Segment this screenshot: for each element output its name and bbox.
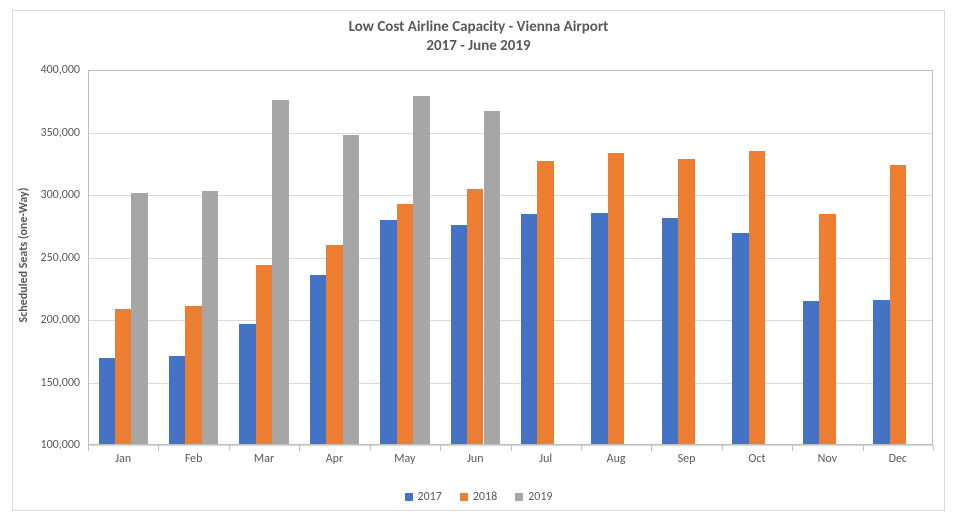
x-tick-mark (511, 445, 512, 451)
x-tick-label: Mar (254, 452, 274, 466)
x-tick-mark (792, 445, 793, 451)
y-axis-title: Scheduled Seats (one-Way) (17, 175, 31, 335)
bar-2019 (272, 100, 288, 445)
legend-swatch (515, 493, 523, 501)
bar-2018 (819, 214, 835, 445)
x-tick-label: Aug (607, 452, 626, 466)
y-tick-label: 400,000 (20, 63, 80, 77)
bar-2017 (521, 214, 537, 445)
bar-2018 (326, 245, 342, 445)
x-tick-mark (229, 445, 230, 451)
bar-2017 (591, 213, 607, 446)
bar-2019 (202, 191, 218, 445)
legend-label: 2017 (418, 490, 442, 504)
bar-2018 (608, 153, 624, 446)
bar-2019 (131, 193, 147, 446)
bar-2017 (451, 225, 467, 445)
bar-2018 (256, 265, 272, 445)
bar-2019 (484, 111, 500, 445)
x-tick-label: Jan (115, 452, 131, 466)
legend: 2017 2018 2019 (0, 490, 957, 504)
bar-2017 (873, 300, 889, 445)
y-tick-label: 350,000 (20, 126, 80, 140)
x-tick-label: May (394, 452, 415, 466)
bar-2018 (115, 309, 131, 445)
y-tick-label: 100,000 (20, 438, 80, 452)
bar-2017 (732, 233, 748, 446)
x-tick-mark (651, 445, 652, 451)
x-tick-mark (88, 445, 89, 451)
bar-2017 (380, 220, 396, 445)
legend-item: 2018 (460, 490, 497, 504)
bar-2018 (749, 151, 765, 445)
x-tick-mark (440, 445, 441, 451)
x-tick-label: Jun (467, 452, 483, 466)
x-tick-mark (722, 445, 723, 451)
bar-2019 (413, 96, 429, 445)
chart-title-line1: Low Cost Airline Capacity - Vienna Airpo… (0, 18, 957, 37)
chart-title-line2: 2017 - June 2019 (0, 37, 957, 56)
x-tick-label: Sep (678, 452, 696, 466)
bar-2019 (343, 135, 359, 445)
bar-2017 (662, 218, 678, 446)
x-tick-label: Apr (326, 452, 343, 466)
bar-2018 (185, 306, 201, 445)
bar-2017 (99, 358, 115, 446)
legend-swatch (460, 493, 468, 501)
bar-2017 (803, 301, 819, 445)
x-tick-mark (158, 445, 159, 451)
bar-2018 (537, 161, 553, 445)
x-tick-label: Dec (889, 452, 907, 466)
bar-2018 (678, 159, 694, 445)
bar-2018 (397, 204, 413, 445)
legend-item: 2017 (405, 490, 442, 504)
legend-label: 2018 (473, 490, 497, 504)
bars-layer (88, 70, 933, 445)
bar-2018 (890, 165, 906, 445)
legend-swatch (405, 493, 413, 501)
bar-2018 (467, 189, 483, 445)
bar-2017 (169, 356, 185, 445)
y-tick-label: 150,000 (20, 376, 80, 390)
x-tick-label: Oct (748, 452, 765, 466)
x-tick-mark (863, 445, 864, 451)
x-tick-label: Feb (185, 452, 203, 466)
legend-item: 2019 (515, 490, 552, 504)
chart-title: Low Cost Airline Capacity - Vienna Airpo… (0, 18, 957, 56)
x-tick-label: Jul (539, 452, 552, 466)
x-tick-mark (581, 445, 582, 451)
bar-2017 (239, 324, 255, 445)
x-tick-mark (299, 445, 300, 451)
x-tick-mark (370, 445, 371, 451)
x-tick-label: Nov (818, 452, 837, 466)
x-tick-mark (933, 445, 934, 451)
legend-label: 2019 (528, 490, 552, 504)
plot-area (88, 70, 933, 445)
bar-2017 (310, 275, 326, 445)
capacity-chart: Low Cost Airline Capacity - Vienna Airpo… (0, 0, 957, 521)
